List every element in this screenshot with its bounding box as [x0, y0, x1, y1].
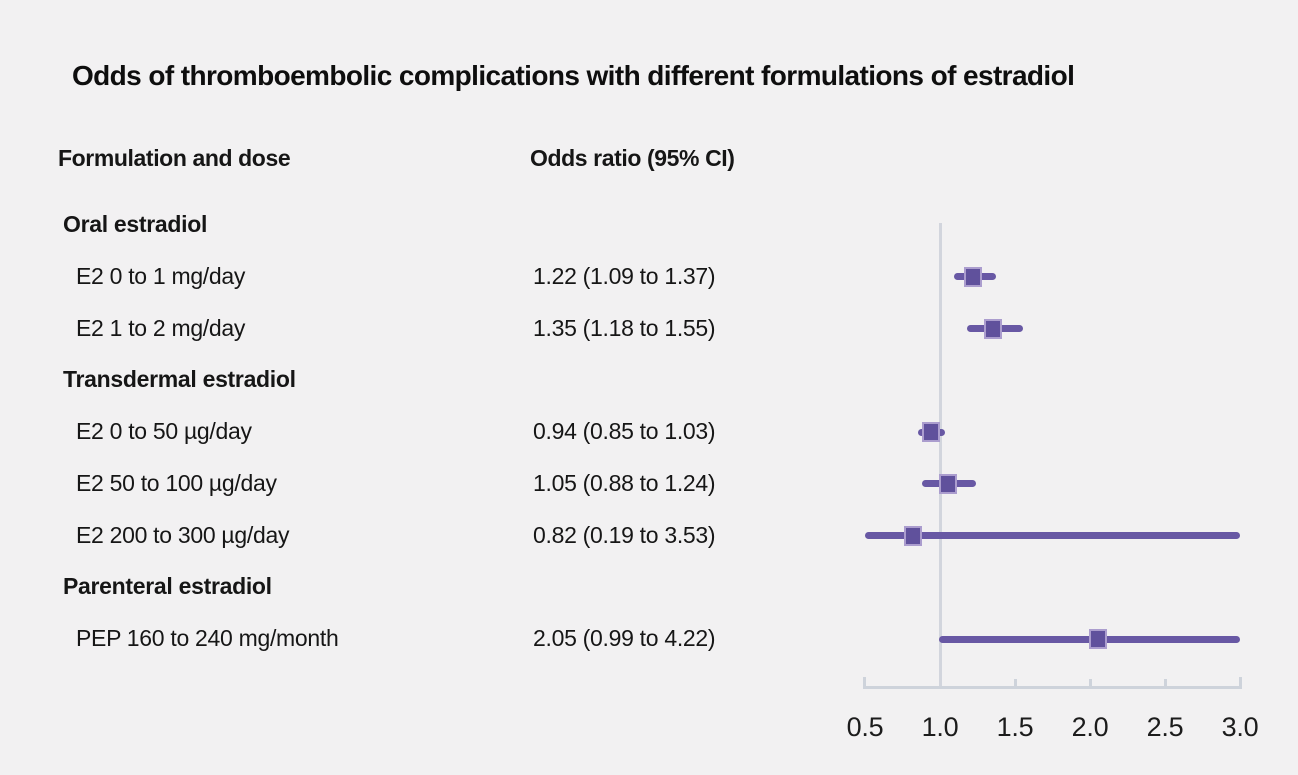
- odds-ratio-marker: [983, 318, 1002, 339]
- group-label: Transdermal estradiol: [63, 366, 296, 393]
- row-odds-ratio-value: 2.05 (0.99 to 4.22): [533, 625, 716, 651]
- row-odds-ratio-value: 1.05 (0.88 to 1.24): [533, 469, 716, 496]
- reference-line: [938, 223, 942, 689]
- row-odds-ratio-value: 1.22 (1.09 to 1.37): [533, 262, 716, 289]
- axis-tick: [863, 677, 866, 686]
- odds-ratio-marker: [938, 473, 957, 494]
- axis-tick-label: 1.5: [996, 712, 1034, 742]
- row-label: E2 50 to 100 µg/day: [76, 469, 277, 496]
- axis-tick: [1013, 679, 1017, 686]
- row-odds-ratio-value: 1.35 (1.18 to 1.55): [533, 314, 716, 341]
- axis-tick-label: 0.5: [846, 712, 884, 742]
- axis-tick-label: 1.0: [921, 712, 959, 742]
- column-header-formulation: Formulation and dose: [58, 145, 291, 171]
- row-label: PEP 160 to 240 mg/month: [76, 625, 339, 651]
- axis-tick: [1163, 679, 1167, 686]
- odds-ratio-marker: [964, 266, 982, 287]
- row-odds-ratio-value: 0.82 (0.19 to 3.53): [533, 521, 716, 548]
- row-odds-ratio-value: 0.94 (0.85 to 1.03): [533, 418, 716, 444]
- confidence-interval-line: [865, 532, 1240, 539]
- odds-ratio-marker: [922, 422, 940, 442]
- column-header-odds-ratio: Odds ratio (95% CI): [530, 145, 735, 171]
- axis-tick-label: 3.0: [1221, 712, 1259, 742]
- group-label: Parenteral estradiol: [63, 573, 272, 600]
- group-label: Oral estradiol: [63, 211, 208, 237]
- axis-tick-label: 2.0: [1071, 712, 1109, 742]
- axis-tick: [1239, 677, 1242, 686]
- row-label: E2 0 to 50 µg/day: [76, 418, 252, 444]
- axis-tick-label: 2.5: [1146, 712, 1184, 742]
- x-axis-line: [863, 686, 1242, 689]
- row-label: E2 200 to 300 µg/day: [76, 521, 290, 548]
- figure-title: Odds of thromboembolic complications wit…: [72, 60, 1075, 91]
- odds-ratio-marker: [904, 525, 922, 546]
- odds-ratio-marker: [1088, 629, 1107, 649]
- row-label: E2 1 to 2 mg/day: [76, 314, 246, 341]
- axis-tick: [1088, 679, 1092, 686]
- row-label: E2 0 to 1 mg/day: [76, 262, 246, 289]
